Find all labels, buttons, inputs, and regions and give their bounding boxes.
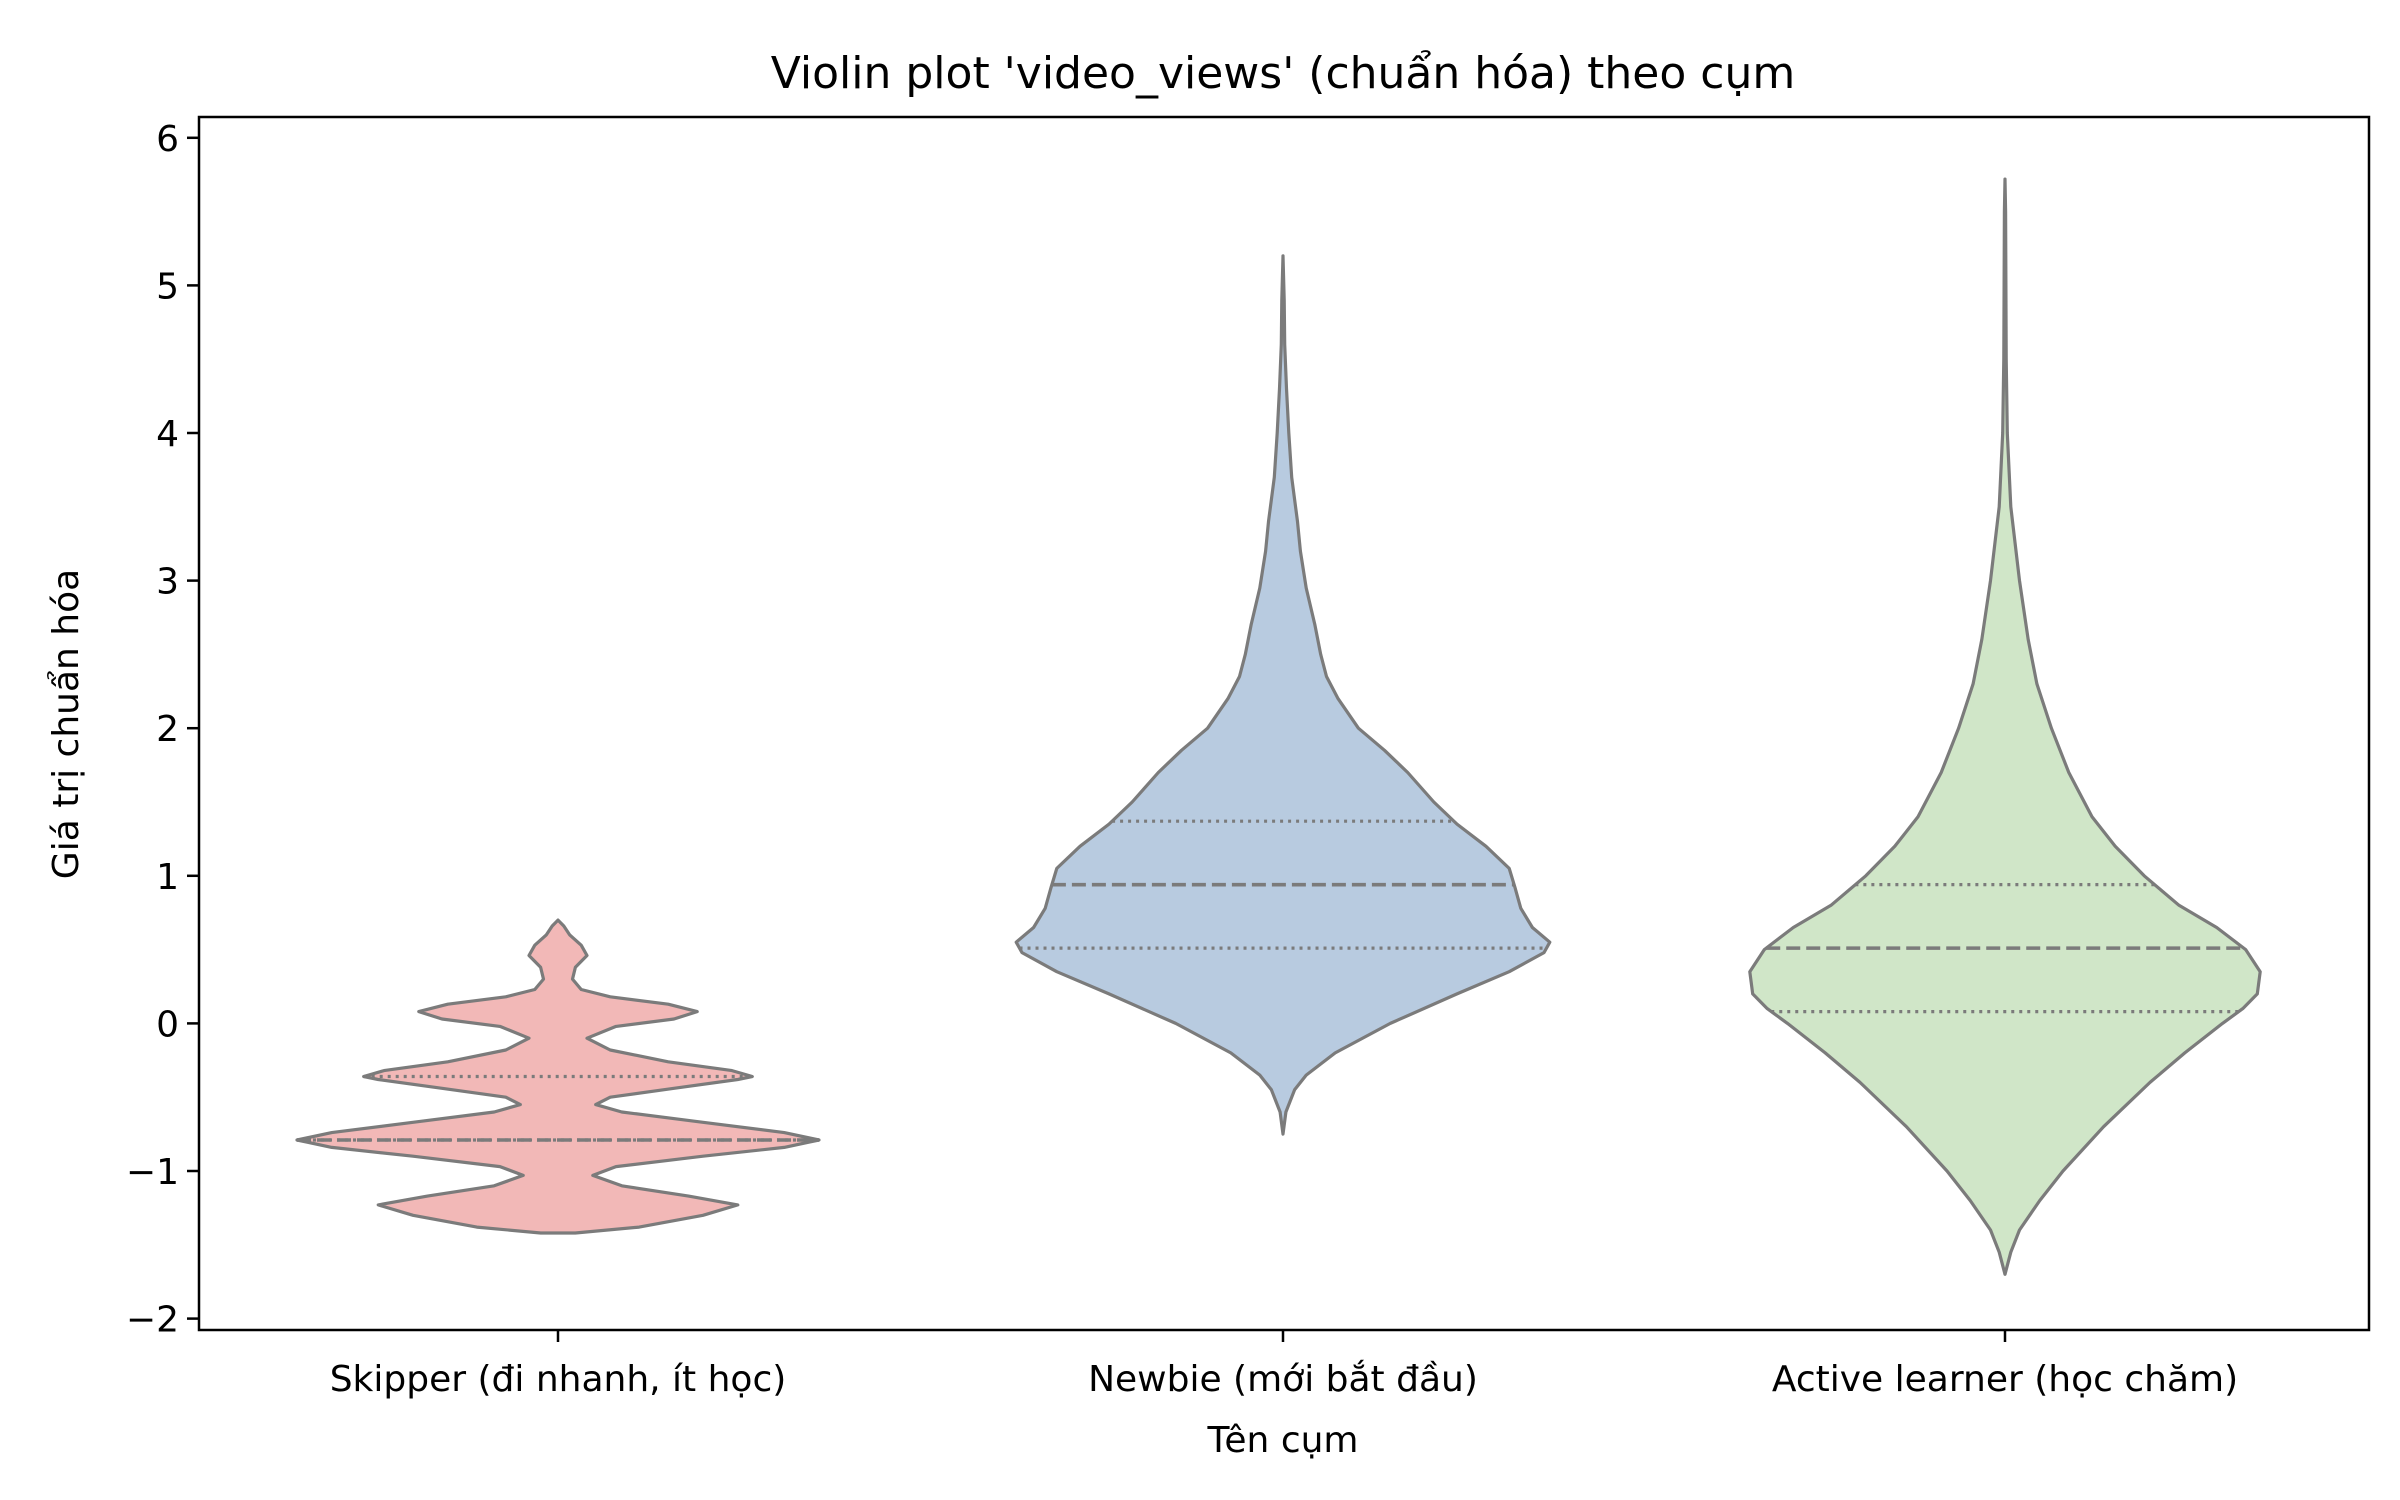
x-axis-label: Tên cụm — [1206, 1420, 1358, 1461]
y-axis-label: Giá trị chuẩn hóa — [46, 569, 87, 879]
y-tick-label: 0 — [156, 1004, 179, 1045]
y-tick-label: 4 — [156, 414, 179, 455]
x-tick-label: Newbie (mới bắt đầu) — [1088, 1359, 1478, 1400]
violins-layer — [295, 177, 2262, 1276]
x-tick-label: Skipper (đi nhanh, ít học) — [330, 1359, 787, 1400]
violin-body — [1748, 177, 2262, 1276]
x-tick-label: Active learner (học chăm) — [1772, 1359, 2238, 1400]
y-tick-label: −1 — [126, 1152, 179, 1193]
y-tick-label: 2 — [156, 709, 179, 750]
x-axis: Skipper (đi nhanh, ít học) Newbie (mới bắ… — [330, 1330, 2238, 1400]
violin-body — [1014, 254, 1552, 1136]
chart-title: Violin plot 'video_views' (chuẩn hóa) th… — [771, 48, 1795, 99]
y-tick-label: 1 — [156, 857, 179, 898]
y-tick-label: 3 — [156, 562, 179, 603]
y-tick-label: 5 — [156, 266, 179, 307]
y-axis: −2 −1 0 1 2 3 4 5 6 — [126, 119, 199, 1341]
y-tick-label: 6 — [156, 119, 179, 160]
y-tick-label: −2 — [126, 1300, 179, 1341]
